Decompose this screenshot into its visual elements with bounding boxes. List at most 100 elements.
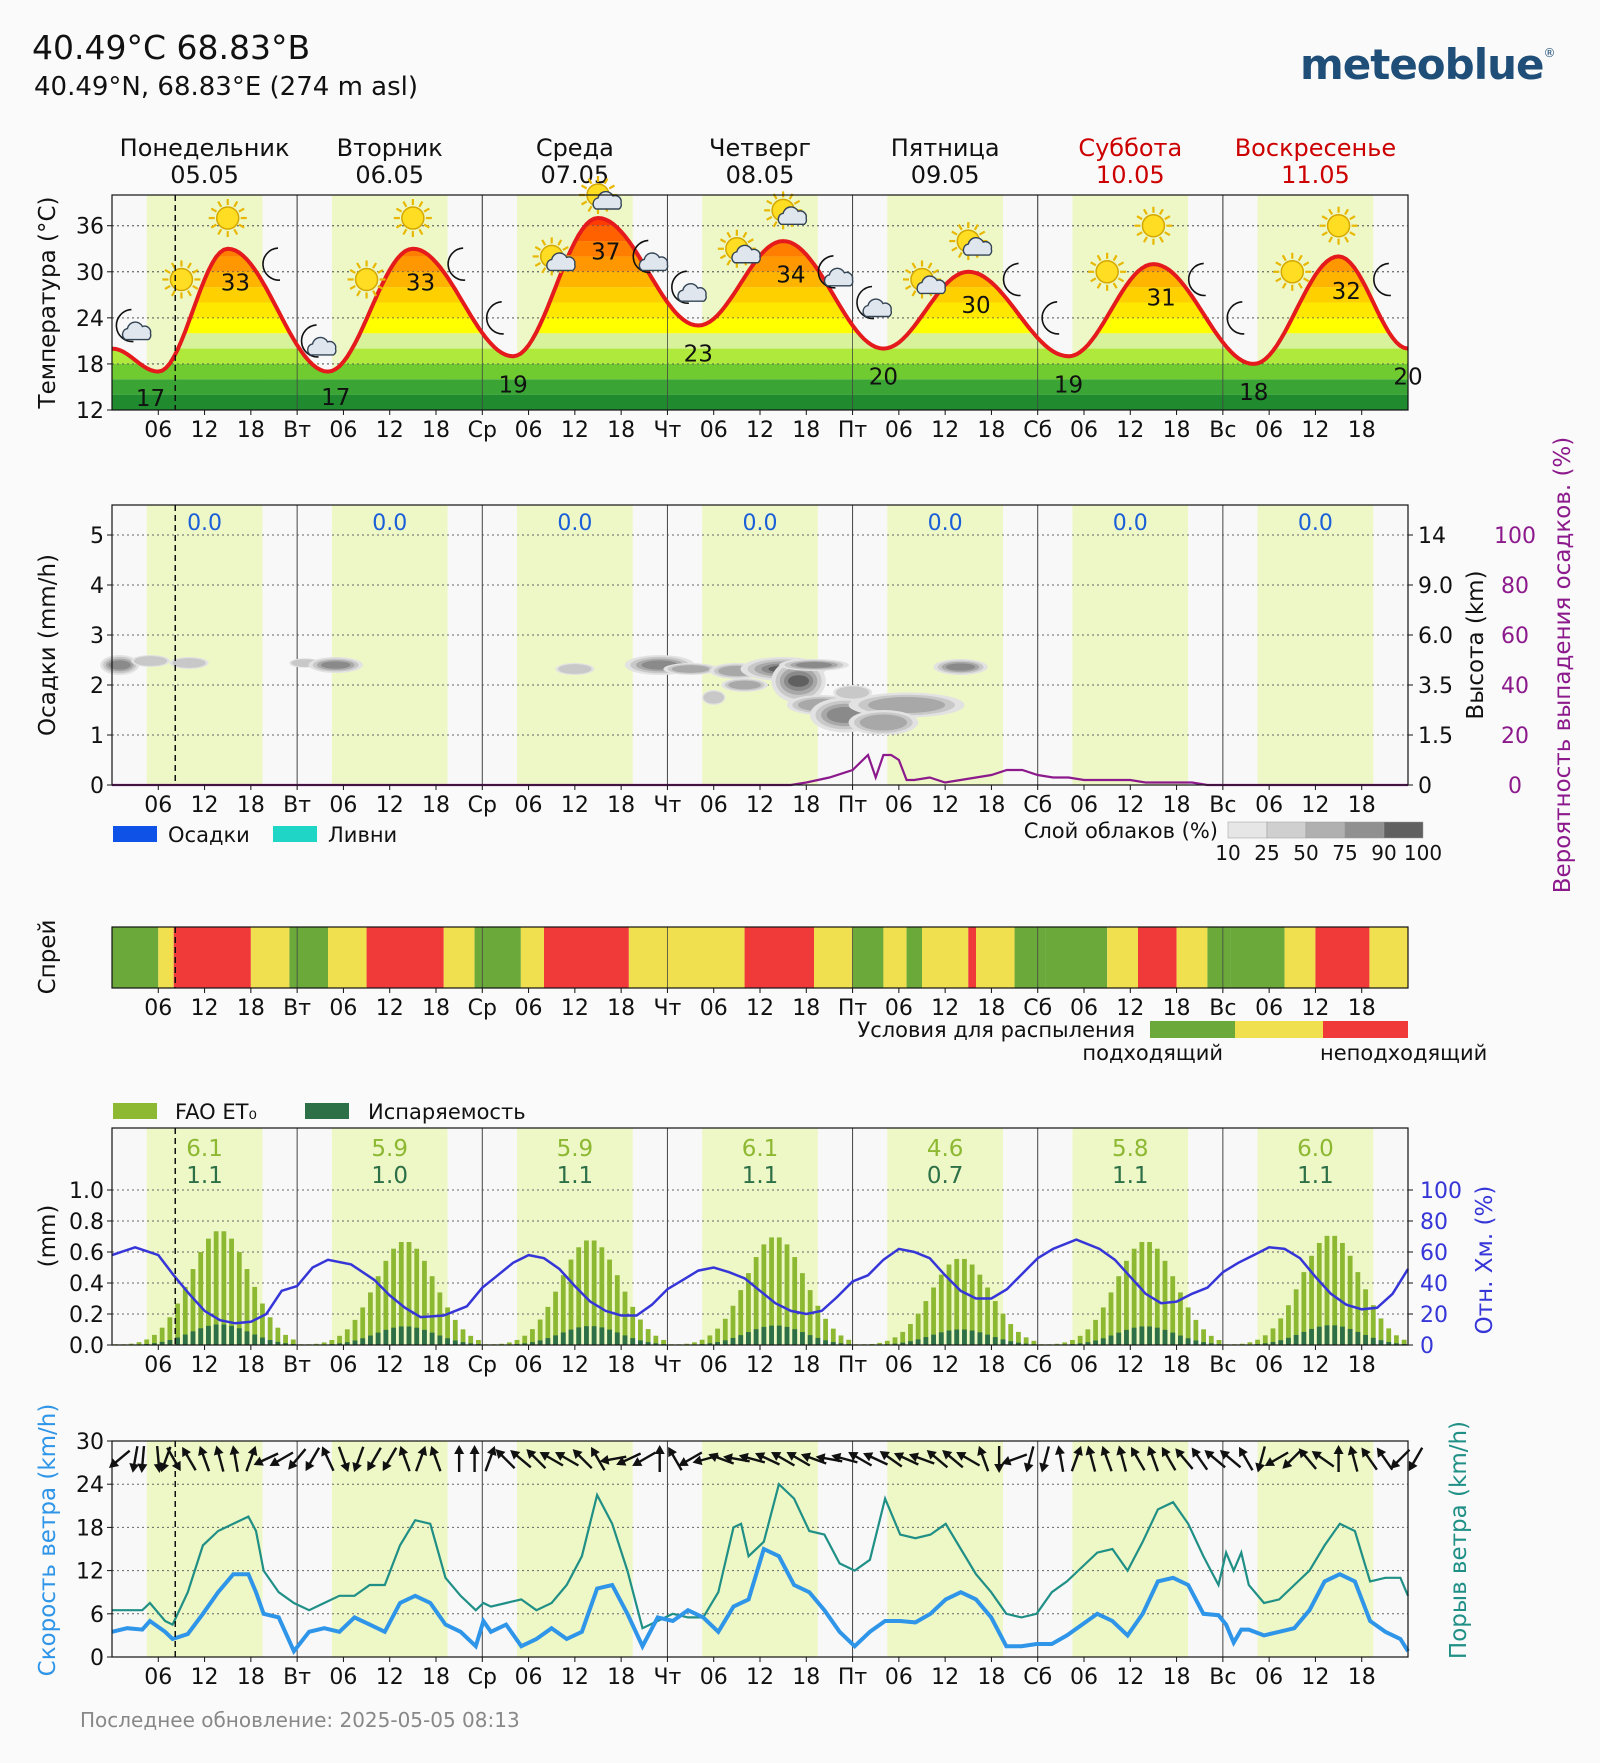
spray-segment bbox=[250, 927, 290, 988]
fao-bar bbox=[969, 1264, 975, 1345]
fao-bar bbox=[530, 1329, 535, 1345]
fao-bar bbox=[1286, 1305, 1291, 1345]
cloud-legend-tick: 75 bbox=[1332, 841, 1357, 865]
evapo-axis-label: (mm) bbox=[35, 1205, 61, 1268]
x-tick-label: Сб bbox=[1023, 1665, 1052, 1690]
wind-direction-arrow bbox=[166, 1447, 181, 1472]
x-tick-label: 18 bbox=[607, 1353, 635, 1378]
wind-direction-arrow bbox=[956, 1451, 981, 1467]
sun-ray bbox=[1275, 261, 1282, 267]
sun-ray bbox=[580, 200, 588, 206]
precip-legend-label: Осадки bbox=[168, 823, 250, 847]
wind-direction-arrow bbox=[1361, 1447, 1378, 1471]
x-tick-label: Вс bbox=[1209, 418, 1236, 443]
y-tick-label: 0.0 bbox=[69, 1334, 104, 1359]
sun-icon bbox=[1273, 252, 1312, 291]
x-tick-label: 18 bbox=[792, 418, 820, 443]
fao-bar bbox=[260, 1303, 265, 1345]
spray-segment bbox=[328, 927, 367, 988]
spray-segment bbox=[289, 927, 328, 988]
fao-bar bbox=[877, 1342, 882, 1345]
fao-bar bbox=[938, 1274, 944, 1345]
wind-direction-arrow bbox=[678, 1451, 703, 1467]
fao-bar bbox=[645, 1329, 651, 1345]
evapo-bar bbox=[746, 1332, 751, 1345]
sun-ray bbox=[1117, 277, 1125, 283]
sun-ray bbox=[1344, 208, 1350, 216]
evapo-bar bbox=[283, 1343, 288, 1345]
fao-bar bbox=[182, 1286, 188, 1345]
x-tick-label: 18 bbox=[237, 996, 265, 1021]
evapo-bar bbox=[1347, 1328, 1353, 1345]
sun-disc bbox=[354, 267, 379, 292]
daylight-band bbox=[1072, 505, 1189, 785]
evapo-bar bbox=[383, 1329, 389, 1345]
fao-bar bbox=[352, 1319, 358, 1345]
sun-ray bbox=[217, 201, 223, 208]
humidity-tick-label: 40 bbox=[1420, 1272, 1448, 1297]
fao-bar bbox=[522, 1335, 528, 1345]
x-tick-label: Ср bbox=[468, 996, 497, 1021]
cloud-shape bbox=[638, 252, 669, 272]
wind-direction-arrow bbox=[469, 1445, 480, 1472]
brand-mark: ® bbox=[1543, 46, 1556, 60]
fao-bar bbox=[738, 1290, 744, 1345]
arrow-head bbox=[1255, 1462, 1265, 1473]
sun-ray bbox=[603, 177, 609, 185]
arrow-head bbox=[908, 1452, 920, 1462]
evapo-bar bbox=[1193, 1340, 1199, 1345]
cloud-shape bbox=[592, 190, 623, 210]
evapo-bar bbox=[530, 1342, 535, 1345]
sun-ray bbox=[726, 231, 732, 239]
gust-line bbox=[112, 1482, 1410, 1630]
temp-max-label: 33 bbox=[406, 270, 435, 296]
arrow-head bbox=[555, 1451, 566, 1461]
sun-ray bbox=[1302, 261, 1310, 267]
fao-bar bbox=[1255, 1339, 1260, 1345]
arrow-head bbox=[352, 1461, 362, 1473]
evapo-legend-label: Испаряемость bbox=[368, 1100, 526, 1124]
sun-cloud-icon bbox=[764, 191, 808, 230]
fao-bar bbox=[414, 1248, 420, 1345]
evapo-bar bbox=[908, 1341, 913, 1345]
fao-bar bbox=[1139, 1242, 1145, 1345]
meteoblue-logo[interactable]: meteoblue® bbox=[1300, 40, 1556, 89]
fao-bar bbox=[1031, 1340, 1037, 1345]
x-tick-label: 06 bbox=[1255, 418, 1283, 443]
fao-bar bbox=[452, 1319, 458, 1345]
showers-legend-swatch bbox=[273, 826, 317, 842]
wind-direction-arrow bbox=[337, 1446, 350, 1473]
y-tick-label: 0.2 bbox=[69, 1303, 104, 1328]
arrow-head bbox=[1001, 1456, 1012, 1466]
evapo-bar bbox=[838, 1343, 844, 1345]
x-tick-label: 06 bbox=[700, 1665, 728, 1690]
evapo-bar bbox=[236, 1328, 242, 1345]
moon-cloud-icon bbox=[671, 270, 707, 304]
evapo-bar bbox=[422, 1329, 427, 1345]
x-tick-label: 06 bbox=[1255, 793, 1283, 818]
evapo-bar bbox=[800, 1332, 805, 1345]
evapo-bar bbox=[1332, 1325, 1338, 1345]
arrow-head bbox=[429, 1445, 439, 1457]
x-tick-label: 12 bbox=[931, 418, 959, 443]
y-tick-label: 0.8 bbox=[69, 1210, 104, 1235]
sun-ray bbox=[192, 269, 199, 274]
fao-bar bbox=[236, 1252, 242, 1345]
fao-bar bbox=[329, 1340, 335, 1345]
evapo-bar bbox=[229, 1325, 234, 1345]
sun-ray bbox=[1136, 231, 1143, 237]
x-tick-label: 06 bbox=[144, 793, 172, 818]
x-tick-label: 18 bbox=[1348, 793, 1376, 818]
fao-bar bbox=[846, 1339, 852, 1345]
daily-precip-sum: 0.0 bbox=[372, 511, 407, 536]
sun-ray bbox=[957, 251, 963, 259]
fao-bar bbox=[1363, 1289, 1368, 1345]
evapo-bar bbox=[445, 1338, 450, 1345]
fao-bar bbox=[722, 1318, 728, 1345]
x-tick-label: 18 bbox=[1348, 996, 1376, 1021]
temp-max-label: 33 bbox=[221, 271, 250, 297]
fao-bar bbox=[545, 1306, 551, 1345]
sun-ray bbox=[1112, 254, 1118, 262]
evapo-bar bbox=[1162, 1329, 1168, 1345]
evapo-bar bbox=[398, 1326, 404, 1345]
